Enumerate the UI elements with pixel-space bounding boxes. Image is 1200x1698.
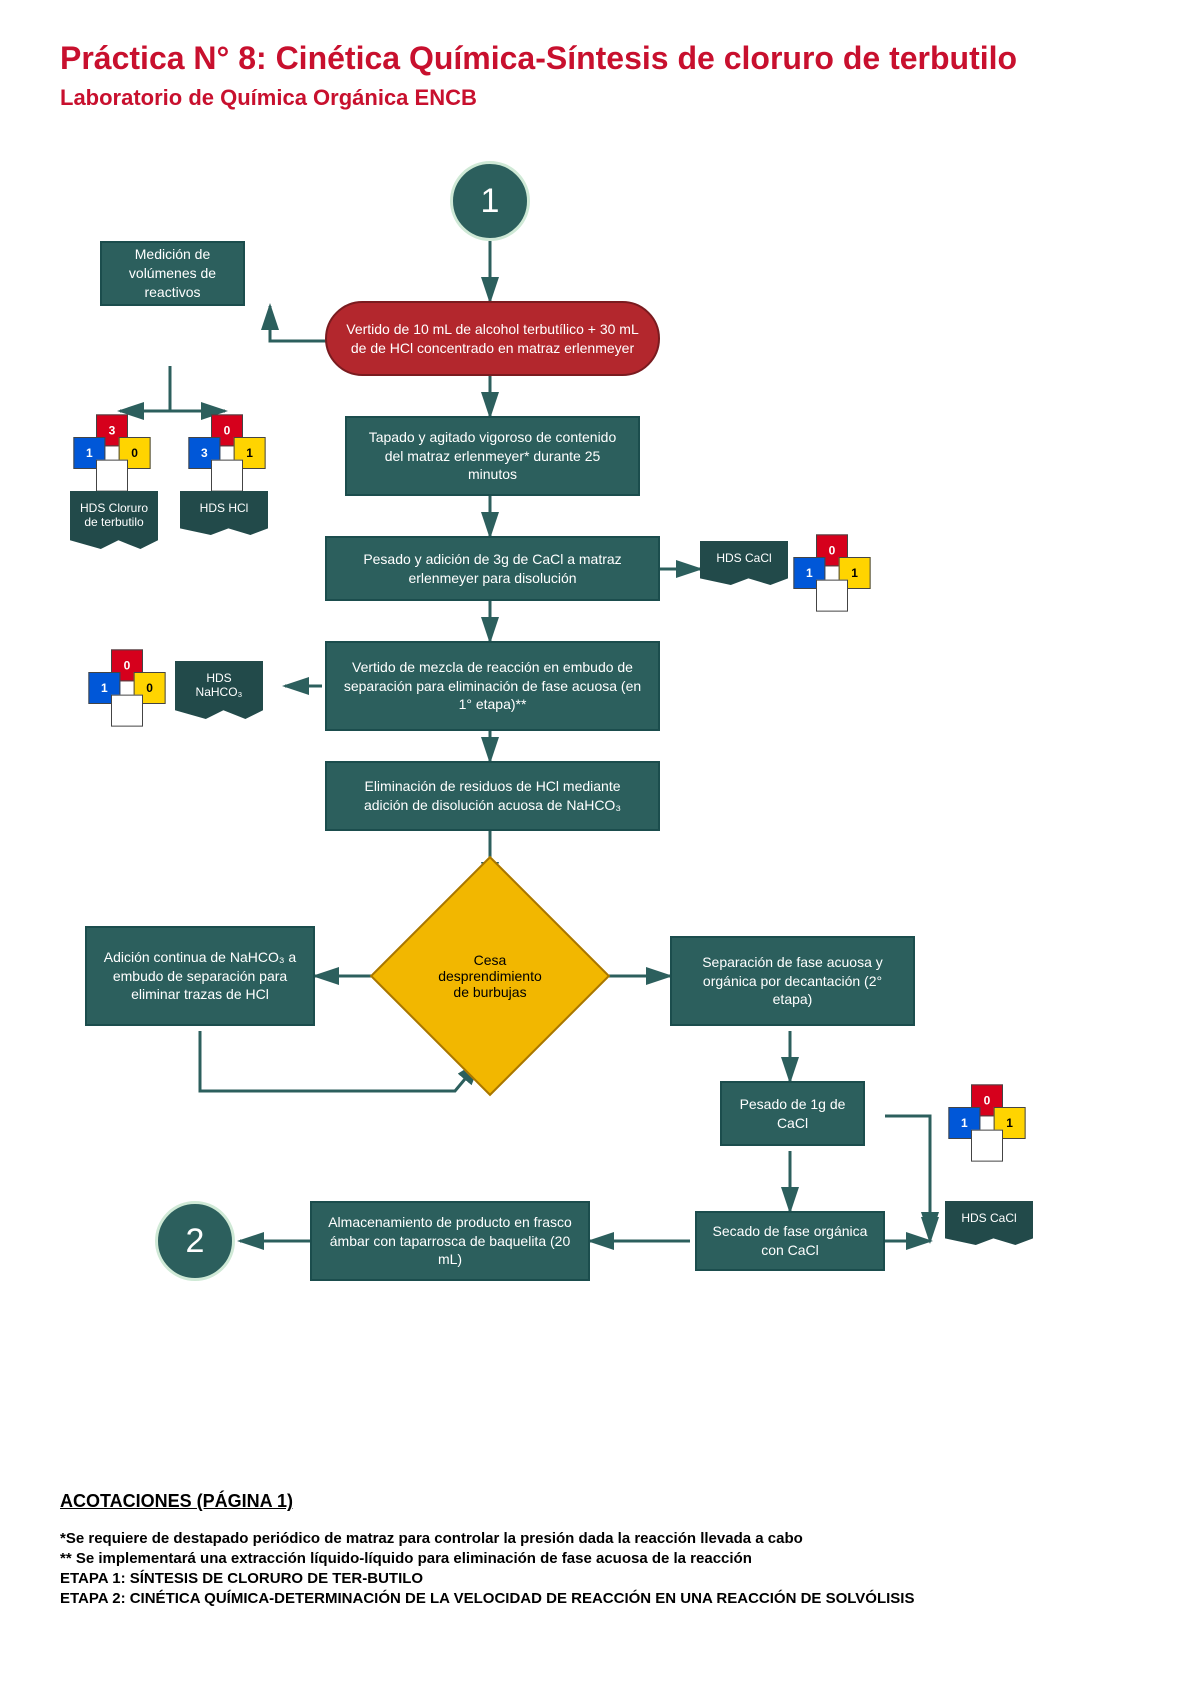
hds-terbutilo: HDS Cloruro de terbutilo — [70, 491, 158, 549]
badge-end: 2 — [155, 1201, 235, 1281]
node-left-loop: Adición continua de NaHCO₃ a embudo de s… — [85, 926, 315, 1026]
nfpa-spec — [96, 460, 128, 492]
node-measure: Medición de volúmenes de reactivos — [100, 241, 245, 306]
node-step2: Tapado y agitado vigoroso de contenido d… — [345, 416, 640, 496]
page-subtitle: Laboratorio de Química Orgánica ENCB — [60, 85, 1140, 111]
node-weigh: Pesado de 1g de CaCl — [720, 1081, 865, 1146]
flowchart-canvas: 1 Medición de volúmenes de reactivos 3 0… — [60, 151, 1140, 1481]
nfpa-terbutilo: 3 0 1 — [67, 408, 158, 499]
hds-hcl: HDS HCl — [180, 491, 268, 535]
node-step3: Pesado y adición de 3g de CaCl a matraz … — [325, 536, 660, 601]
annotation-2: ** Se implementará una extracción líquid… — [60, 1550, 1140, 1567]
node-dry: Secado de fase orgánica con CaCl — [695, 1211, 885, 1271]
annotations-section: ACOTACIONES (PÁGINA 1) *Se requiere de d… — [60, 1491, 1140, 1607]
node-step1: Vertido de 10 mL de alcohol terbutílico … — [325, 301, 660, 376]
annotation-4: ETAPA 2: CINÉTICA QUÍMICA-DETERMINACIÓN … — [60, 1590, 1140, 1607]
annotation-1: *Se requiere de destapado periódico de m… — [60, 1530, 1140, 1547]
hds-nahco3: HDS NaHCO₃ — [175, 661, 263, 719]
hds-cacl: HDS CaCl — [700, 541, 788, 585]
badge-start: 1 — [450, 161, 530, 241]
node-store: Almacenamiento de producto en frasco ámb… — [310, 1201, 590, 1281]
nfpa-cacl2: 0 1 1 — [942, 1078, 1033, 1169]
hds-cacl2: HDS CaCl — [945, 1201, 1033, 1245]
node-step5: Eliminación de residuos de HCl mediante … — [325, 761, 660, 831]
nfpa-hcl: 0 1 3 — [182, 408, 273, 499]
decision-label: Cesa desprendimiento de burbujas — [400, 886, 580, 1066]
nfpa-nahco3: 0 0 1 — [82, 643, 173, 734]
nfpa-cacl: 0 1 1 — [787, 528, 878, 619]
node-right-branch: Separación de fase acuosa y orgánica por… — [670, 936, 915, 1026]
page-title: Práctica N° 8: Cinética Química-Síntesis… — [60, 40, 1140, 77]
node-step4: Vertido de mezcla de reacción en embudo … — [325, 641, 660, 731]
annotations-heading: ACOTACIONES (PÁGINA 1) — [60, 1491, 1140, 1512]
annotation-3: ETAPA 1: SÍNTESIS DE CLORURO DE TER-BUTI… — [60, 1570, 1140, 1587]
